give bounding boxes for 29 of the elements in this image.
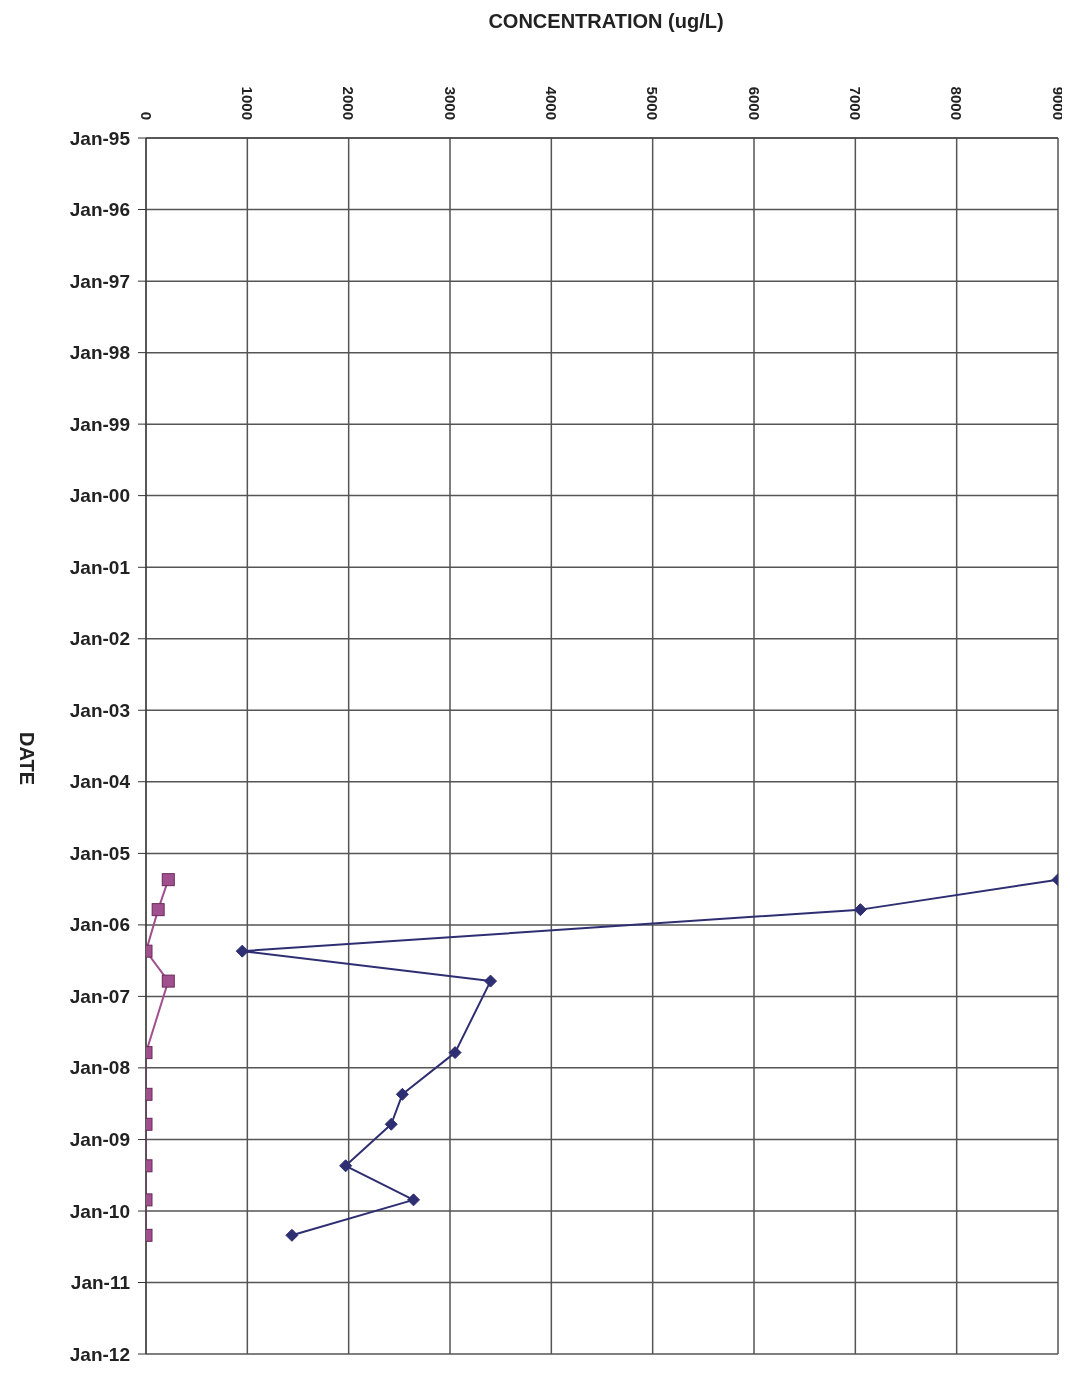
y-tick-label: Jan-00 (69, 485, 130, 507)
y-tick-label: Jan-08 (69, 1057, 130, 1079)
y-tick-label: Jan-06 (69, 914, 130, 936)
x-tick-label: 6000 (745, 86, 763, 120)
y-tick-label: Jan-11 (70, 1272, 131, 1294)
y-axis-title: DATE (14, 731, 38, 785)
y-tick-label: Jan-97 (69, 270, 130, 292)
y-tick-label: Jan-96 (69, 198, 130, 220)
x-tick-label: 8000 (948, 86, 966, 120)
x-tick-label: 2000 (340, 86, 358, 120)
x-tick-label: 4000 (542, 86, 560, 120)
x-tick-label: 0 (137, 111, 155, 120)
y-tick-label: Jan-02 (69, 628, 130, 650)
y-tick-label: Jan-07 (69, 985, 130, 1007)
x-tick-label: 1000 (238, 86, 256, 120)
y-tick-label: Jan-12 (69, 1343, 130, 1365)
x-tick-label: 7000 (846, 86, 864, 120)
y-tick-label: Jan-04 (69, 771, 131, 793)
y-tick-label: Jan-09 (69, 1129, 130, 1151)
y-tick-label: Jan-01 (69, 556, 131, 578)
x-tick-label: 5000 (644, 86, 662, 120)
y-tick-label: Jan-98 (69, 342, 130, 364)
x-axis-title: CONCENTRATION (ug/L) (487, 10, 725, 33)
y-tick-label: Jan-03 (69, 699, 130, 721)
y-tick-label: Jan-95 (69, 127, 131, 149)
x-tick-label: 3000 (441, 86, 459, 120)
y-tick-label: Jan-99 (69, 413, 130, 435)
y-tick-label: Jan-05 (69, 842, 131, 864)
y-tick-label: Jan-10 (69, 1200, 130, 1222)
